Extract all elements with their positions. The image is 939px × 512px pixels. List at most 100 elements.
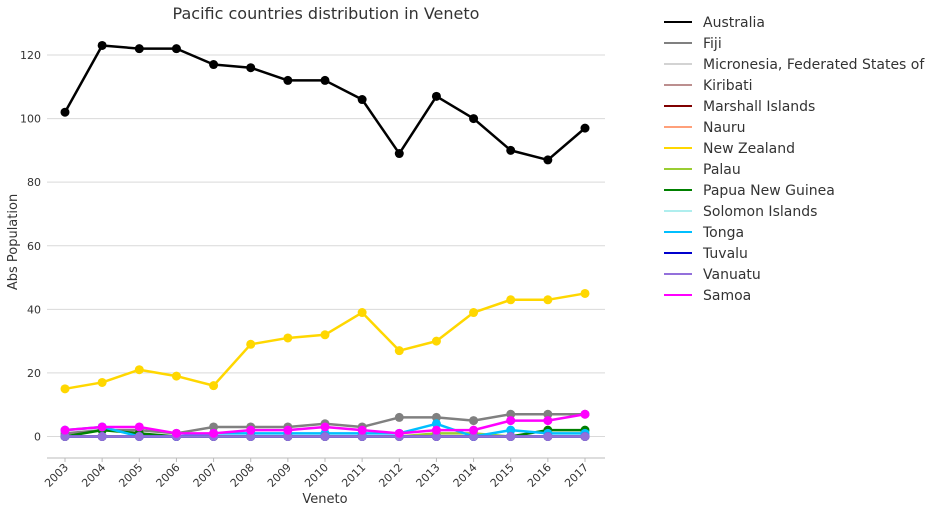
legend-label: Kiribati xyxy=(703,78,753,94)
data-point xyxy=(60,107,70,117)
data-point xyxy=(543,409,553,419)
y-tick-label: 120 xyxy=(20,49,41,62)
data-point xyxy=(283,333,293,343)
data-point xyxy=(246,63,256,73)
data-point xyxy=(543,295,553,305)
y-tick-label: 0 xyxy=(34,431,41,444)
legend-entry: Nauru xyxy=(664,120,746,136)
data-point xyxy=(431,432,441,441)
data-point xyxy=(357,432,367,441)
data-point xyxy=(97,422,107,432)
x-tick-label: 2013 xyxy=(414,461,443,490)
y-tick-label: 80 xyxy=(27,176,41,189)
data-point xyxy=(543,155,553,165)
data-point xyxy=(506,409,516,419)
data-point xyxy=(357,308,367,318)
x-tick-label: 2011 xyxy=(339,461,368,490)
x-tick-label: 2010 xyxy=(302,461,331,490)
x-tick-label: 2014 xyxy=(451,461,480,490)
gridlines xyxy=(47,54,605,437)
data-point xyxy=(97,377,107,387)
data-point xyxy=(60,384,70,394)
data-point xyxy=(320,330,330,340)
legend-label: Micronesia, Federated States of xyxy=(703,57,925,73)
data-point xyxy=(134,422,144,432)
x-tick-label: 2012 xyxy=(376,461,405,490)
x-tick-label: 2003 xyxy=(42,461,71,490)
legend-entry: Fiji xyxy=(664,36,722,52)
data-point xyxy=(506,295,516,305)
legend-entry: New Zealand xyxy=(664,141,795,157)
x-tick-label: 2007 xyxy=(191,461,220,490)
data-point xyxy=(543,416,553,426)
legend-entry: Samoa xyxy=(664,288,751,304)
series-vanuatu xyxy=(60,432,590,441)
data-point xyxy=(431,91,441,101)
legend-label: Tuvalu xyxy=(702,246,748,262)
data-point xyxy=(469,425,479,435)
legend-entry: Papua New Guinea xyxy=(664,183,835,199)
data-point xyxy=(97,40,107,50)
data-point xyxy=(394,346,404,356)
legend-entry: Vanuatu xyxy=(664,267,761,283)
legend-entry: Tonga xyxy=(664,225,744,241)
data-point xyxy=(134,432,144,441)
data-point xyxy=(469,114,479,124)
series-lines xyxy=(60,40,590,441)
data-point xyxy=(283,425,293,435)
data-point xyxy=(580,288,590,298)
data-point xyxy=(320,75,330,85)
data-point xyxy=(431,412,441,422)
data-point xyxy=(246,432,256,441)
y-tick-label: 100 xyxy=(20,113,41,126)
data-point xyxy=(543,432,553,441)
x-tick-label: 2017 xyxy=(562,461,591,490)
legend-entry: Palau xyxy=(664,162,741,178)
data-point xyxy=(320,432,330,441)
legend-label: Tonga xyxy=(702,225,744,241)
data-point xyxy=(60,432,70,441)
data-point xyxy=(431,419,441,429)
legend: Australia Fiji Micronesia, Federated State… xyxy=(664,15,925,304)
data-point xyxy=(469,308,479,318)
x-tick-label: 2008 xyxy=(228,461,257,490)
x-tick-label: 2009 xyxy=(265,461,294,490)
x-tick-label: 2015 xyxy=(488,461,517,490)
data-point xyxy=(97,432,107,441)
data-point xyxy=(580,409,590,419)
data-point xyxy=(246,339,256,349)
legend-label: Australia xyxy=(703,15,765,31)
data-point xyxy=(580,123,590,133)
data-point xyxy=(357,95,367,105)
legend-entry: Kiribati xyxy=(664,78,753,94)
legend-entry: Tuvalu xyxy=(664,246,748,262)
series-australia xyxy=(60,40,590,165)
data-point xyxy=(209,428,219,438)
series-line xyxy=(63,44,586,162)
data-point xyxy=(394,428,404,438)
legend-label: Fiji xyxy=(703,36,722,52)
x-tick-label: 2005 xyxy=(116,461,145,490)
data-point xyxy=(506,416,516,426)
y-tick-label: 60 xyxy=(27,240,41,253)
x-tick-label: 2006 xyxy=(154,461,183,490)
x-axis-label: Veneto xyxy=(302,492,347,507)
data-point xyxy=(469,416,479,426)
legend-entry: Marshall Islands xyxy=(664,99,815,115)
data-point xyxy=(506,145,516,155)
legend-entry: Micronesia, Federated States of xyxy=(664,57,925,73)
data-point xyxy=(431,425,441,435)
y-axis-label: Abs Population xyxy=(6,194,21,290)
data-point xyxy=(246,425,256,435)
data-point xyxy=(209,381,219,391)
data-point xyxy=(171,371,181,381)
series-line xyxy=(64,292,586,391)
series-samoa xyxy=(60,409,590,438)
data-point xyxy=(283,75,293,85)
data-point xyxy=(357,425,367,435)
data-point xyxy=(171,428,181,438)
x-tick-label: 2016 xyxy=(525,461,554,490)
data-point xyxy=(134,365,144,375)
series-new-zealand xyxy=(60,288,590,394)
